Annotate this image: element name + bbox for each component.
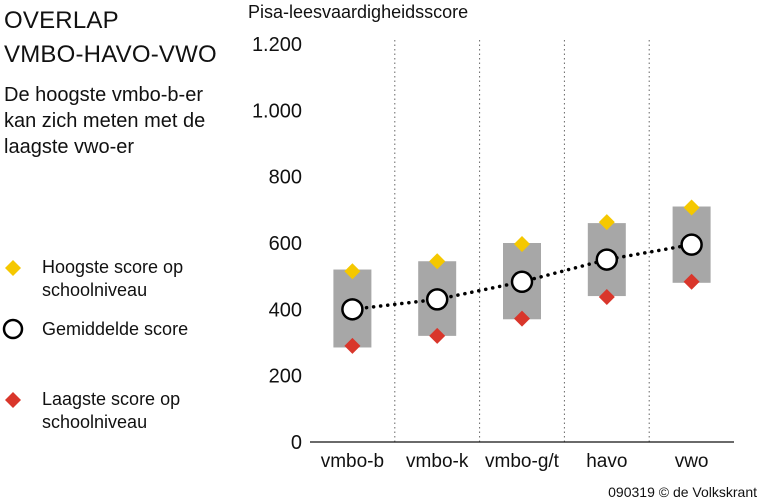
- mean-score-point: [510, 270, 534, 294]
- highest-score-point: [683, 199, 700, 216]
- y-tick-label: 600: [269, 233, 302, 255]
- y-tick-label: 1.000: [252, 100, 302, 122]
- title-line-1: OVERLAP: [4, 7, 119, 34]
- lowest-score-point: [598, 289, 615, 306]
- y-tick-label: 1.200: [252, 34, 302, 56]
- y-tick-label: 200: [269, 366, 302, 388]
- title-line-2: VMBO-HAVO-VWO: [4, 41, 217, 68]
- y-axis-label: Pisa-leesvaardigheidsscore: [248, 2, 469, 22]
- lowest-score-point: [683, 273, 700, 290]
- legend-label-mean: Gemiddelde score: [42, 319, 189, 339]
- x-tick-label: vwo: [675, 451, 709, 472]
- chart-subtitle: De hoogste vmbo-b-er kan zich meten met …: [4, 84, 206, 158]
- mean-score-point: [341, 298, 364, 321]
- mean-score-point: [680, 233, 703, 256]
- highest-score-point: [429, 253, 446, 270]
- legend-red-diamond-icon: [5, 392, 21, 408]
- y-tick-label: 0: [291, 432, 302, 454]
- lowest-score-point: [429, 327, 446, 344]
- lowest-score-point: [514, 310, 530, 327]
- x-tick-label: vmbo-k: [406, 451, 469, 472]
- x-tick-label: vmbo-b: [321, 451, 384, 472]
- legend-item-lowest: Laagste score op schoolniveau: [0, 388, 240, 448]
- mean-score-point: [425, 288, 449, 311]
- y-tick-label: 800: [269, 167, 302, 189]
- x-tick-label: havo: [586, 451, 627, 472]
- legend-label-highest: Hoogste score op schoolniveau: [42, 257, 184, 300]
- legend-white-circle-icon: [2, 318, 24, 340]
- highest-score-point: [344, 263, 361, 280]
- legend-item-mean: Gemiddelde score: [0, 318, 240, 378]
- legend-label-lowest: Laagste score op schoolniveau: [42, 389, 181, 432]
- credit-line: 090319 © de Volkskrant: [608, 484, 757, 500]
- legend-yellow-diamond-icon: [5, 260, 21, 276]
- x-tick-label: vmbo-g/t: [485, 451, 560, 472]
- chart-title: OVERLAP VMBO-HAVO-VWO: [4, 4, 217, 72]
- highest-score-point: [598, 214, 615, 231]
- highest-score-point: [514, 235, 530, 252]
- y-tick-label: 400: [269, 299, 302, 321]
- lowest-score-point: [344, 337, 361, 354]
- mean-score-point: [595, 248, 619, 271]
- legend-item-highest: Hoogste score op schoolniveau: [0, 256, 240, 316]
